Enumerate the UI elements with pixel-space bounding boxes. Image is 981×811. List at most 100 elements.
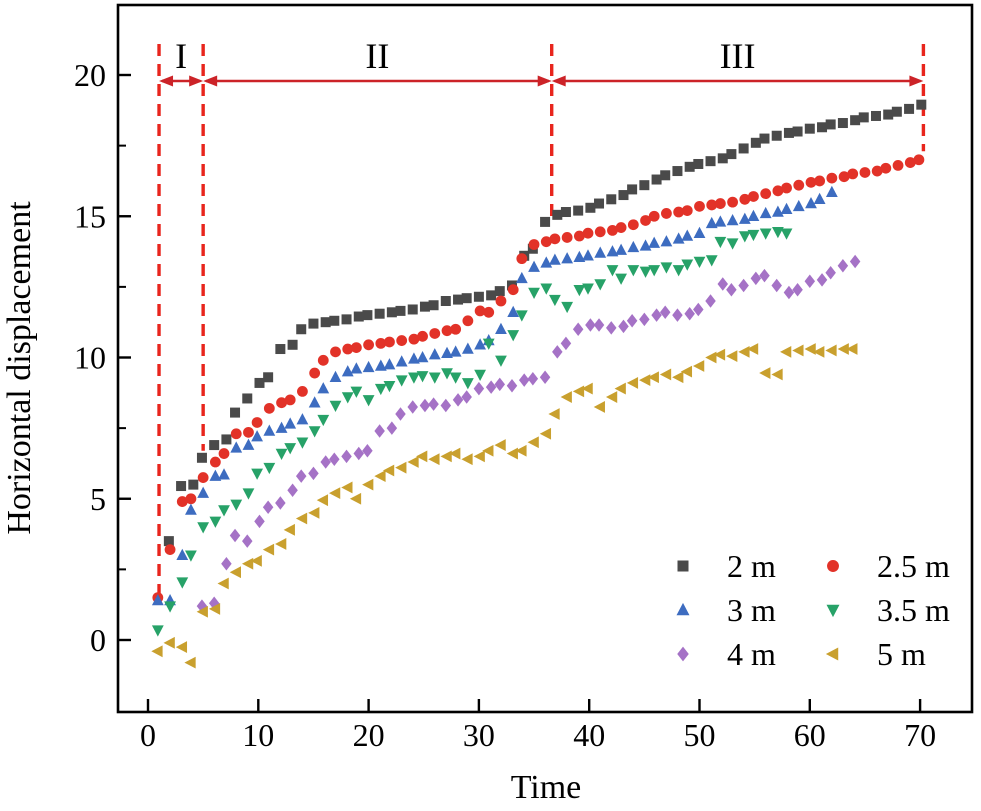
data-point-3.5-m [428,372,441,384]
data-point-2-m [374,308,385,319]
data-point-2.5-m [384,336,395,348]
data-point-3-m [284,417,297,429]
data-point-2.5-m [805,176,817,188]
data-point-3.5-m [780,228,793,240]
data-point-3-m [428,348,441,360]
data-point-3-m [449,345,462,357]
data-point-2-m [684,161,695,172]
data-point-3.5-m [317,414,330,427]
legend-marker-triangle-left-icon [825,647,839,661]
data-point-5-m [184,656,196,669]
legend-marker-triangle-up-icon [676,602,690,616]
data-point-3-m [209,469,222,481]
data-point-3.5-m [164,601,176,613]
data-point-3.5-m [197,522,210,534]
data-point-3-m [474,338,486,350]
data-point-3.5-m [627,265,640,277]
legend-label: 3.5 m [877,592,950,628]
data-point-5-m [295,512,308,525]
data-point-3.5-m [648,265,661,277]
data-point-2.5-m [396,335,408,346]
data-point-2.5-m [826,172,838,184]
data-point-2.5-m [661,208,672,219]
stage-arrowhead-icon [189,75,204,87]
data-point-5-m [581,382,593,395]
data-point-5-m [473,450,485,463]
data-point-2-m [594,198,605,209]
data-point-4-m [329,452,340,466]
data-point-5-m [308,506,320,519]
data-point-5-m [738,345,750,358]
data-point-3.5-m [474,369,486,381]
data-point-2-m [188,479,199,490]
data-point-2.5-m [793,179,805,191]
stage-label: III [720,36,756,76]
data-point-5-m [395,461,407,474]
data-point-2.5-m [714,198,726,209]
data-point-2.5-m [284,394,296,406]
data-point-2-m [407,304,418,315]
data-point-2.5-m [838,171,850,183]
data-point-3-m [714,215,727,227]
data-point-4-m [771,278,782,293]
data-point-5-m [771,368,783,381]
data-point-2-m [221,434,232,445]
data-point-4-m [684,306,695,321]
data-point-5-m [449,447,461,460]
data-point-3-m [350,362,363,374]
data-point-3-m [528,260,540,272]
data-point-3-m [639,239,652,251]
data-point-2.5-m [528,239,540,250]
data-point-2.5-m [913,154,925,166]
legend-label: 2.5 m [877,548,950,584]
data-point-2-m [883,109,894,120]
data-point-4-m [585,318,596,332]
data-point-4-m [440,398,452,413]
data-point-5-m [605,391,618,403]
legend-label: 3 m [727,592,776,628]
data-point-3.5-m [561,301,574,314]
data-point-3-m [681,229,694,241]
data-point-2-m [618,190,629,201]
data-point-5-m [680,365,693,378]
data-point-2-m [163,536,174,547]
data-point-2.5-m [507,284,519,296]
data-point-2-m [705,156,716,167]
data-point-5-m [713,348,726,361]
data-point-2.5-m [573,230,585,242]
data-point-5-m [262,543,275,556]
data-point-3-m [606,245,619,257]
data-point-2-m [209,440,220,451]
x-tick-label: 20 [353,717,385,753]
data-point-3.5-m [362,395,375,407]
data-point-2.5-m [549,233,561,245]
data-point-5-m [759,367,771,379]
data-point-3-m [672,232,685,244]
data-point-5-m [217,577,229,590]
data-point-2-m [759,133,770,144]
data-point-2.5-m [417,330,428,342]
data-point-3.5-m [693,256,706,268]
data-point-4-m [759,268,770,283]
data-point-3-m [726,213,739,226]
data-point-5-m [482,444,494,457]
data-point-3.5-m [582,283,594,295]
data-point-3-m [693,226,706,238]
data-point-3.5-m [606,265,619,277]
data-point-2-m [837,118,848,129]
data-point-3-m [362,360,375,373]
data-point-3-m [197,486,210,498]
data-point-5-m [208,603,221,615]
data-point-4-m [295,469,307,483]
data-point-2.5-m [243,426,254,438]
data-point-3.5-m [482,338,495,350]
data-point-3-m [441,346,453,359]
data-point-4-m [428,397,439,411]
data-point-2-m [693,158,704,169]
data-point-2-m [891,106,902,117]
data-point-4-m [362,443,373,458]
data-point-5-m [626,377,639,389]
data-point-4-m [242,534,253,548]
data-point-2.5-m [474,305,486,317]
